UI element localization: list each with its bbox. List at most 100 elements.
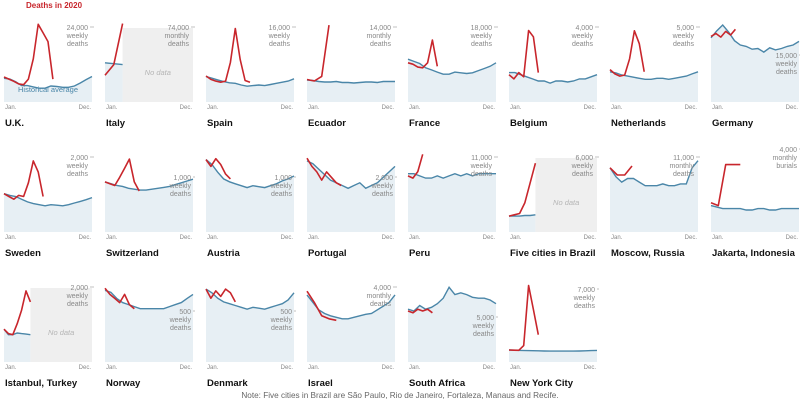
label-deaths-2020: Deaths in 2020 bbox=[26, 1, 83, 10]
historical-area bbox=[4, 329, 31, 362]
panel-title: Istanbul, Turkey bbox=[5, 378, 78, 389]
annotation-value: 1,000 bbox=[173, 175, 191, 182]
annotation-value: 2,000 bbox=[70, 285, 88, 292]
x-tick-start: Jan. bbox=[106, 105, 118, 111]
annotation-unit: deaths bbox=[673, 41, 695, 48]
panel-new-york-city: Jan. Dec. 7,000 weekly deaths New York City bbox=[508, 270, 601, 394]
panel-sweden: Jan. Dec. 2,000 weekly deaths Sweden bbox=[3, 140, 96, 264]
annotation-value: 74,000 bbox=[168, 25, 190, 32]
panel-portugal: Jan. Dec. 2,000 weekly deaths Portugal bbox=[306, 140, 399, 264]
x-tick-start: Jan. bbox=[207, 105, 219, 111]
annotation-value: 4,000 bbox=[779, 147, 797, 154]
panel-ecuador: Jan. Dec. 14,000 monthly deaths Ecuador bbox=[306, 10, 399, 134]
historical-average-line bbox=[407, 286, 497, 312]
deaths-2020-line bbox=[609, 165, 633, 176]
deaths-2020-line bbox=[104, 287, 135, 310]
panel-jakarta-indonesia: Jan. Dec. 4,000 monthly burials Jakarta, Indo… bbox=[710, 140, 800, 264]
annotation-unit: deaths bbox=[269, 41, 291, 48]
annotation-unit: monthly bbox=[772, 155, 797, 162]
x-tick-end: Dec. bbox=[79, 365, 92, 371]
deaths-2020-line bbox=[407, 39, 439, 69]
annotation-unit: deaths bbox=[473, 331, 495, 338]
historical-average-line bbox=[306, 79, 395, 84]
x-tick-end: Dec. bbox=[281, 365, 294, 371]
label-historical-average: Historical average bbox=[18, 85, 78, 94]
panel-israel: Jan. Dec. 4,000 monthly deaths Israel bbox=[306, 270, 399, 394]
historical-area bbox=[105, 290, 193, 362]
x-tick-start: Jan. bbox=[510, 105, 522, 111]
historical-average-line bbox=[508, 349, 598, 352]
annotation-unit: deaths bbox=[372, 191, 394, 198]
panel-title: New York City bbox=[510, 378, 574, 389]
annotation-unit: monthly bbox=[669, 163, 694, 170]
annotation-unit: weekly bbox=[270, 317, 293, 324]
annotation-unit: weekly bbox=[775, 61, 798, 68]
annotation-unit: weekly bbox=[573, 295, 596, 302]
historical-area bbox=[307, 294, 395, 362]
x-tick-start: Jan. bbox=[308, 365, 320, 371]
x-tick-start: Jan. bbox=[510, 365, 522, 371]
x-tick-end: Dec. bbox=[685, 105, 698, 111]
deaths-2020-line bbox=[104, 158, 140, 192]
annotation-unit: deaths bbox=[271, 191, 293, 198]
panel-title: Sweden bbox=[5, 248, 41, 259]
annotation-unit: deaths bbox=[370, 41, 392, 48]
x-tick-start: Jan. bbox=[712, 105, 724, 111]
x-tick-end: Dec. bbox=[281, 235, 294, 241]
historical-average-line bbox=[3, 193, 93, 207]
x-tick-end: Dec. bbox=[584, 105, 597, 111]
x-tick-end: Dec. bbox=[79, 105, 92, 111]
historical-area bbox=[711, 205, 799, 232]
annotation-value: 1,000 bbox=[274, 175, 292, 182]
annotation-unit: deaths bbox=[776, 69, 798, 76]
no-data-label: No data bbox=[553, 198, 579, 207]
x-tick-start: Jan. bbox=[712, 235, 724, 241]
historical-area bbox=[408, 287, 496, 362]
annotation-unit: weekly bbox=[270, 183, 293, 190]
panel-denmark: Jan. Dec. 500 weekly deaths Denmark bbox=[205, 270, 298, 394]
annotation-unit: weekly bbox=[470, 33, 493, 40]
panel-title: Five cities in Brazil bbox=[510, 248, 596, 259]
historical-area bbox=[509, 350, 597, 362]
historical-average-line bbox=[710, 204, 799, 211]
annotation-unit: monthly bbox=[366, 293, 391, 300]
panel-title: Moscow, Russia bbox=[611, 248, 685, 259]
x-tick-end: Dec. bbox=[281, 105, 294, 111]
annotation-unit: weekly bbox=[571, 33, 594, 40]
deaths-2020-line bbox=[710, 163, 741, 207]
panel-title: Italy bbox=[106, 118, 126, 129]
x-tick-end: Dec. bbox=[786, 235, 799, 241]
x-tick-start: Jan. bbox=[207, 235, 219, 241]
panel-istanbul-turkey: No data Jan. Dec. 2,000 weekly deaths Istanbul… bbox=[3, 270, 96, 394]
historical-average-line bbox=[205, 159, 295, 189]
x-tick-end: Dec. bbox=[685, 235, 698, 241]
deaths-2020-line bbox=[306, 290, 337, 322]
no-data-region bbox=[30, 288, 92, 362]
panel-belgium: Jan. Dec. 4,000 weekly deaths Belgium bbox=[508, 10, 601, 134]
annotation-unit: deaths bbox=[574, 303, 596, 310]
panel-five-cities-in-brazil: No data Jan. Dec. 6,000 weekly deaths Five cit… bbox=[508, 140, 601, 264]
panel-netherlands: Jan. Dec. 5,000 weekly deaths Netherlands bbox=[609, 10, 702, 134]
historical-area bbox=[307, 80, 395, 102]
historical-area bbox=[509, 72, 597, 102]
x-tick-end: Dec. bbox=[180, 105, 193, 111]
annotation-unit: deaths bbox=[170, 325, 192, 332]
historical-area bbox=[4, 193, 92, 232]
deaths-2020-line bbox=[508, 284, 540, 352]
panel-peru: Jan. Dec. 11,000 weekly deaths Peru bbox=[407, 140, 500, 264]
x-tick-end: Dec. bbox=[382, 105, 395, 111]
x-tick-end: Dec. bbox=[382, 235, 395, 241]
panel-title: Belgium bbox=[510, 118, 548, 129]
panel-u-k: Jan. Dec. 24,000 weekly deaths Deaths in 2020… bbox=[3, 1, 96, 134]
panel-france: Jan. Dec. 18,000 weekly deaths France bbox=[407, 10, 500, 134]
